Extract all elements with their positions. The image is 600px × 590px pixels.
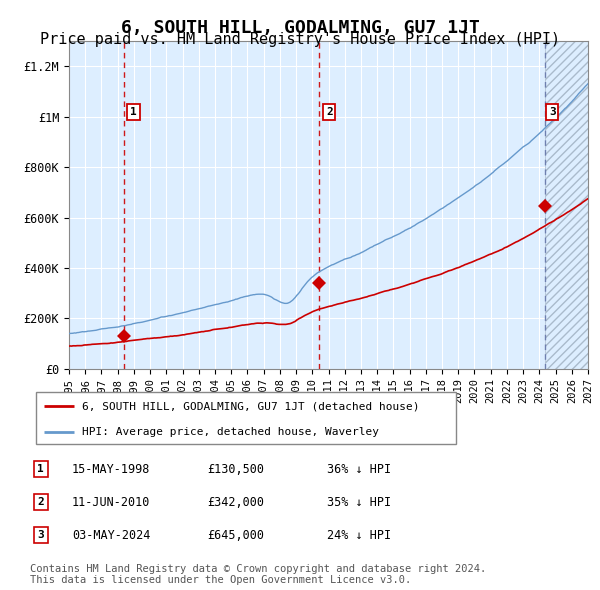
Text: £342,000: £342,000 xyxy=(207,496,264,509)
Text: 3: 3 xyxy=(549,107,556,117)
Text: £645,000: £645,000 xyxy=(207,529,264,542)
Text: 2: 2 xyxy=(37,497,44,507)
Text: 1: 1 xyxy=(130,107,137,117)
Text: 6, SOUTH HILL, GODALMING, GU7 1JT: 6, SOUTH HILL, GODALMING, GU7 1JT xyxy=(121,19,479,37)
Text: 1: 1 xyxy=(37,464,44,474)
Text: £130,500: £130,500 xyxy=(207,463,264,476)
Text: 3: 3 xyxy=(37,530,44,540)
Text: Price paid vs. HM Land Registry's House Price Index (HPI): Price paid vs. HM Land Registry's House … xyxy=(40,32,560,47)
Text: 2: 2 xyxy=(326,107,332,117)
Text: 35% ↓ HPI: 35% ↓ HPI xyxy=(327,496,391,509)
FancyBboxPatch shape xyxy=(36,392,456,444)
Text: 24% ↓ HPI: 24% ↓ HPI xyxy=(327,529,391,542)
Text: 03-MAY-2024: 03-MAY-2024 xyxy=(72,529,151,542)
Text: HPI: Average price, detached house, Waverley: HPI: Average price, detached house, Wave… xyxy=(82,427,379,437)
Text: 6, SOUTH HILL, GODALMING, GU7 1JT (detached house): 6, SOUTH HILL, GODALMING, GU7 1JT (detac… xyxy=(82,401,420,411)
Text: 11-JUN-2010: 11-JUN-2010 xyxy=(72,496,151,509)
Text: 15-MAY-1998: 15-MAY-1998 xyxy=(72,463,151,476)
Text: Contains HM Land Registry data © Crown copyright and database right 2024.
This d: Contains HM Land Registry data © Crown c… xyxy=(30,563,486,585)
Bar xyxy=(545,41,588,369)
Text: 36% ↓ HPI: 36% ↓ HPI xyxy=(327,463,391,476)
